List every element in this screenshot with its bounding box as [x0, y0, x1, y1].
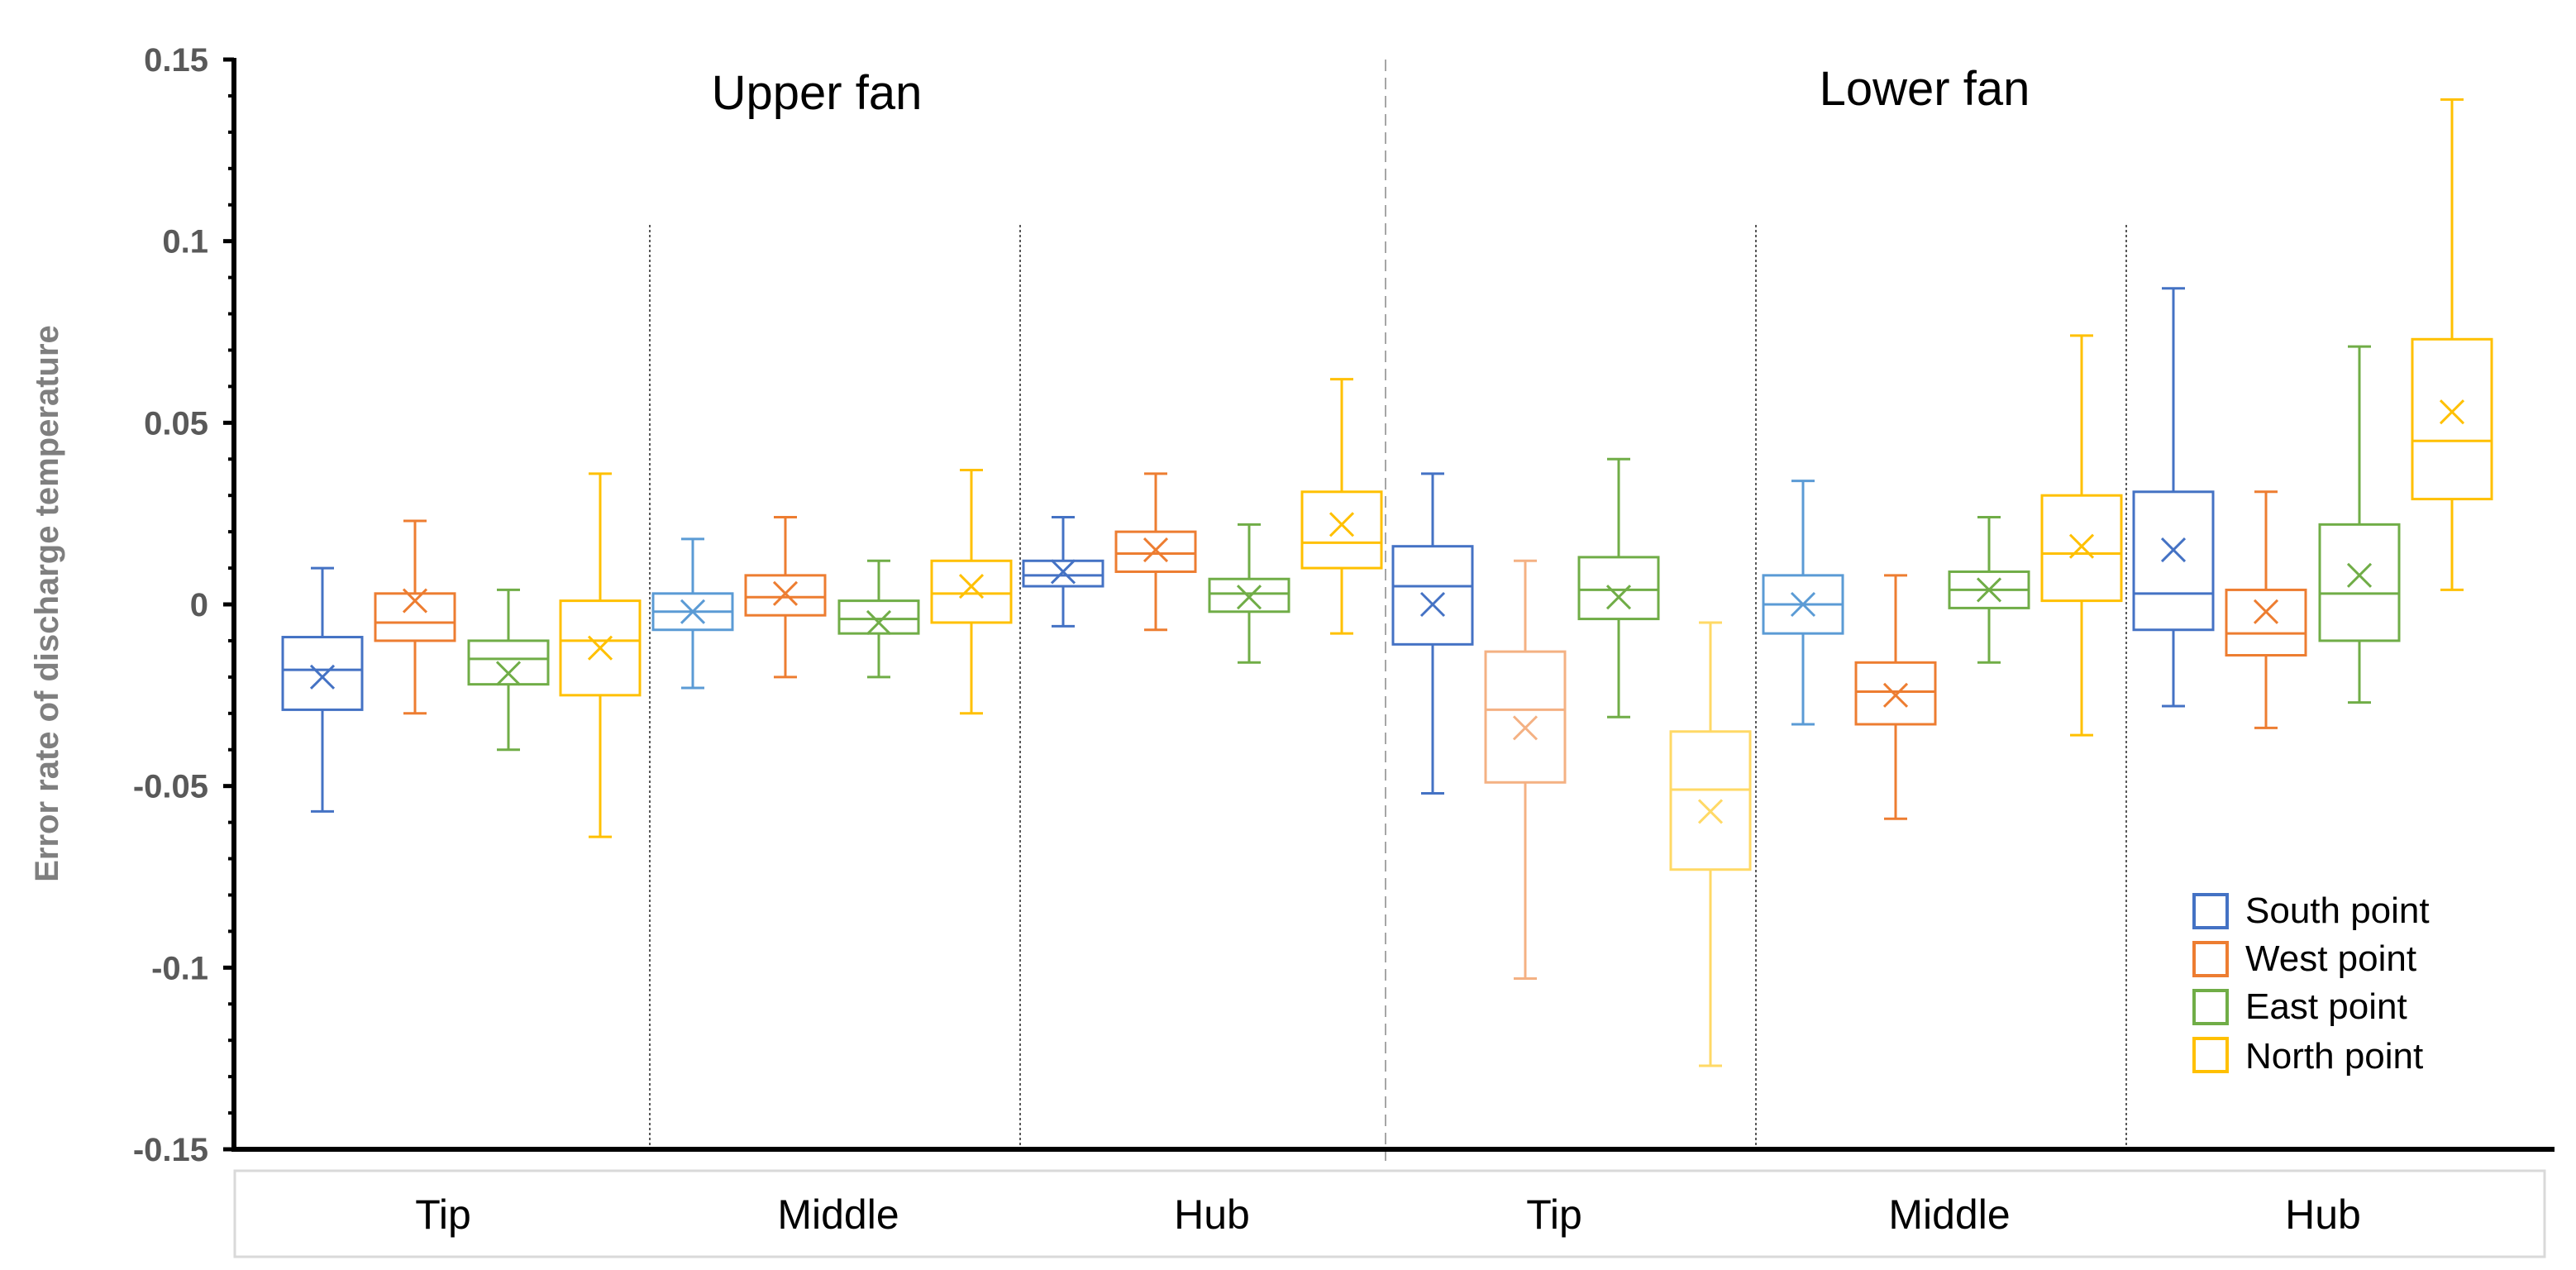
y-tick-label: 0: [190, 587, 208, 623]
y-tick-label: -0.1: [151, 950, 208, 986]
box-north-point-lower-fan-middle: [2040, 494, 2123, 603]
y-axis-title: Error rate of discharge temperature: [29, 325, 65, 882]
mean-marker-north-point-upper-fan-tip: [587, 635, 613, 661]
box-south-point-upper-fan-hub: [1022, 559, 1104, 588]
mean-marker-south-point-upper-fan-tip: [309, 664, 336, 690]
mean-marker-south-point-lower-fan-hub: [2160, 537, 2187, 563]
legend-swatch-west-point: [2192, 941, 2229, 977]
mean-marker-south-point-upper-fan-middle: [680, 599, 706, 624]
mean-marker-west-point-upper-fan-middle: [772, 580, 799, 606]
box-west-point-upper-fan-middle: [744, 574, 827, 617]
box-north-point-lower-fan-tip: [1669, 730, 1752, 871]
plot-area: [281, 98, 2493, 1067]
box-west-point-lower-fan-tip: [1484, 650, 1567, 784]
category-label-lower-hub: Hub: [2285, 1191, 2361, 1238]
box-east-point-upper-fan-tip: [467, 639, 550, 686]
box-south-point-upper-fan-tip: [281, 636, 364, 711]
category-label-upper-hub: Hub: [1174, 1191, 1250, 1238]
mean-marker-west-point-upper-fan-tip: [402, 588, 428, 614]
legend: South point West point East point North …: [2192, 890, 2430, 1077]
mean-marker-north-point-upper-fan-hub: [1329, 512, 1355, 537]
mean-marker-east-point-lower-fan-hub: [2346, 562, 2373, 588]
box-north-point-lower-fan-hub: [2411, 337, 2493, 501]
box-west-point-upper-fan-hub: [1114, 530, 1197, 573]
box-east-point-upper-fan-middle: [837, 599, 920, 635]
box-north-point-upper-fan-middle: [930, 559, 1013, 624]
mean-marker-north-point-lower-fan-middle: [2068, 533, 2095, 559]
panel-title-lower-fan: Lower fan: [1820, 62, 2030, 116]
box-west-point-lower-fan-middle: [1854, 661, 1937, 726]
category-strip: [233, 1169, 2546, 1258]
box-south-point-lower-fan-hub: [2132, 490, 2215, 632]
mean-marker-south-point-lower-fan-tip: [1419, 591, 1446, 618]
y-tick-label: 0.15: [144, 42, 208, 79]
legend-label-east-point: East point: [2245, 986, 2407, 1027]
panel-title-upper-fan: Upper fan: [712, 66, 923, 120]
mean-marker-west-point-lower-fan-middle: [1882, 682, 1909, 708]
mean-marker-south-point-upper-fan-hub: [1050, 559, 1076, 585]
y-tick-label: -0.15: [133, 1132, 208, 1168]
legend-swatch-east-point: [2192, 989, 2229, 1025]
y-tick-label: 0.05: [144, 405, 208, 442]
legend-label-north-point: North point: [2245, 1036, 2423, 1077]
legend-label-west-point: West point: [2245, 938, 2416, 979]
category-label-lower-tip: Tip: [1526, 1191, 1582, 1238]
mean-marker-west-point-upper-fan-hub: [1143, 537, 1169, 563]
mean-marker-east-point-upper-fan-tip: [495, 661, 522, 686]
y-axis: 0.15 0.1 0.05 0 -0.05 -0.1 -0.15: [133, 42, 234, 1168]
box-east-point-lower-fan-tip: [1577, 556, 1660, 621]
mean-marker-east-point-upper-fan-hub: [1236, 585, 1262, 610]
box-east-point-upper-fan-hub: [1208, 577, 1290, 614]
mean-marker-north-point-upper-fan-middle: [958, 573, 985, 599]
legend-label-south-point: South point: [2245, 890, 2430, 931]
legend-swatch-north-point: [2192, 1037, 2229, 1073]
y-tick-label: -0.05: [133, 769, 208, 805]
mean-marker-east-point-lower-fan-middle: [1976, 577, 2002, 603]
mean-marker-north-point-lower-fan-tip: [1697, 799, 1724, 824]
mean-marker-east-point-lower-fan-tip: [1605, 585, 1632, 610]
box-east-point-lower-fan-hub: [2318, 523, 2401, 642]
box-south-point-lower-fan-tip: [1391, 545, 1474, 646]
mean-marker-east-point-upper-fan-middle: [866, 609, 892, 636]
mean-marker-north-point-lower-fan-hub: [2439, 399, 2465, 425]
mean-marker-west-point-lower-fan-hub: [2253, 599, 2279, 624]
legend-swatch-south-point: [2192, 893, 2229, 929]
category-label-upper-middle: Middle: [777, 1191, 899, 1238]
mean-marker-west-point-lower-fan-tip: [1512, 715, 1538, 741]
mean-marker-south-point-lower-fan-middle: [1790, 591, 1816, 618]
box-north-point-upper-fan-hub: [1300, 490, 1383, 570]
category-label-lower-middle: Middle: [1888, 1191, 2010, 1238]
y-tick-label: 0.1: [162, 224, 208, 260]
category-label-upper-tip: Tip: [415, 1191, 471, 1238]
box-west-point-lower-fan-hub: [2225, 588, 2307, 657]
